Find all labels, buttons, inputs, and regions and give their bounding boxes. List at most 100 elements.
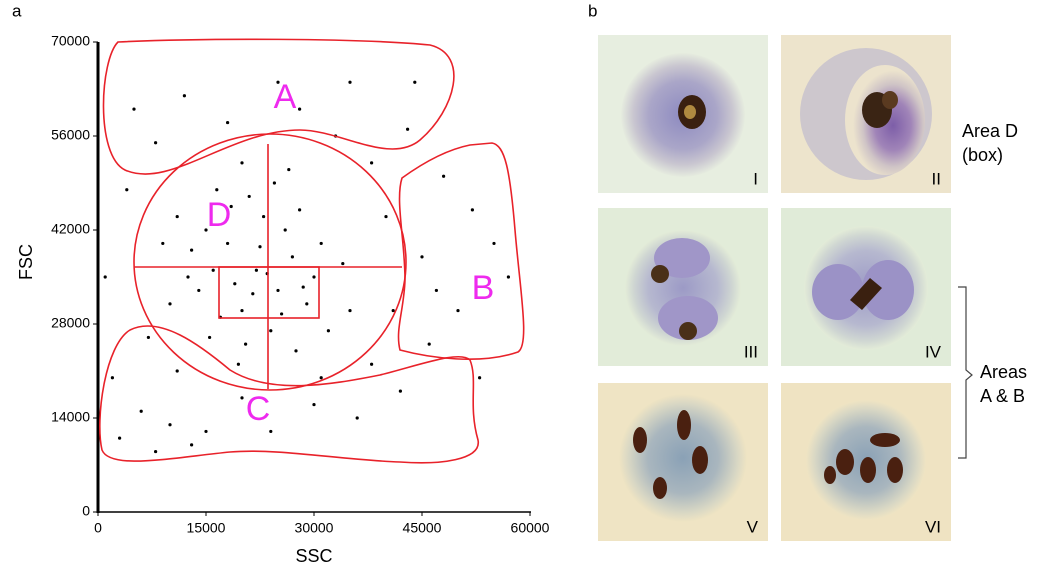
point (146, 335, 150, 340)
point (413, 80, 417, 84)
point (305, 302, 309, 306)
y-tick-label: 28000 (51, 315, 90, 331)
point (301, 285, 305, 289)
point (110, 376, 114, 380)
point (175, 214, 179, 219)
point (370, 362, 374, 366)
micrograph (781, 35, 951, 193)
annotation: A & B (980, 386, 1025, 406)
point (427, 342, 431, 346)
x-tick-label: 30000 (295, 520, 334, 536)
annotation: Area D (962, 121, 1018, 141)
image-label: IV (925, 342, 942, 361)
gate-label: A (274, 78, 297, 116)
point (348, 80, 352, 84)
point (442, 174, 446, 178)
y-tick-label: 70000 (51, 33, 90, 49)
y-tick-label: 42000 (51, 221, 90, 237)
point (319, 376, 323, 380)
y-tick-label: 14000 (51, 409, 90, 425)
point (258, 245, 262, 249)
point (240, 396, 244, 400)
panel-label: a (12, 1, 22, 20)
gate-label: C (246, 390, 271, 428)
gate-label: B (472, 269, 495, 307)
point (118, 436, 122, 440)
point (154, 449, 158, 454)
micrograph (781, 208, 951, 366)
point (298, 107, 302, 111)
image-label: I (753, 169, 758, 188)
point (186, 275, 190, 279)
scatter-plot: 0 15000 30000 45000 60000 0 14000 28000 42000 560… (51, 33, 550, 536)
point (154, 141, 158, 145)
point (326, 329, 330, 333)
point (341, 261, 345, 266)
point (168, 423, 172, 427)
x-tick-label: 0 (94, 520, 102, 536)
micrograph (781, 383, 951, 541)
point (294, 349, 298, 353)
point (208, 335, 212, 340)
point (287, 167, 291, 172)
point (280, 312, 284, 316)
point (229, 204, 233, 209)
point (226, 241, 230, 246)
point (190, 443, 194, 447)
point (456, 308, 460, 313)
gate-d-box (218, 266, 320, 319)
point (272, 181, 276, 185)
point (254, 268, 258, 272)
x-tick-label: 60000 (511, 520, 550, 536)
micrograph (598, 383, 768, 541)
point (276, 288, 280, 293)
point (312, 402, 316, 407)
gate-d (133, 133, 407, 391)
point (175, 369, 179, 373)
gate-b (397, 142, 525, 361)
point (103, 275, 107, 279)
x-tick-label: 15000 (187, 520, 226, 536)
point (240, 308, 244, 313)
gates (99, 38, 525, 464)
point (269, 329, 273, 333)
point (190, 248, 194, 252)
point (319, 241, 323, 246)
point (139, 409, 143, 413)
point (236, 362, 240, 366)
panel-label: b (588, 1, 597, 20)
point (215, 188, 219, 192)
point (406, 127, 410, 131)
point (290, 255, 294, 259)
point (420, 255, 424, 259)
gate-c (99, 325, 479, 464)
image-label: VI (925, 517, 941, 536)
point (391, 308, 395, 313)
point (348, 308, 352, 313)
micrographs (598, 35, 951, 541)
image-label: V (747, 517, 759, 536)
point (132, 107, 136, 111)
image-label: III (744, 342, 758, 361)
point (478, 376, 482, 380)
point (298, 208, 302, 212)
point (168, 302, 172, 306)
point (384, 214, 388, 219)
y-tick-label: 0 (82, 503, 90, 519)
bracket (958, 286, 973, 459)
point (283, 228, 287, 232)
image-label: II (932, 169, 941, 188)
point (204, 429, 208, 434)
point (125, 188, 129, 192)
point (470, 208, 474, 212)
point (312, 275, 316, 279)
y-tick-label: 56000 (51, 127, 90, 143)
annotation: Areas (980, 362, 1027, 382)
gate-a (102, 38, 455, 175)
x-axis-label: SSC (295, 546, 332, 566)
point (506, 275, 510, 279)
point (226, 120, 230, 125)
point (355, 416, 359, 420)
point (244, 342, 248, 346)
